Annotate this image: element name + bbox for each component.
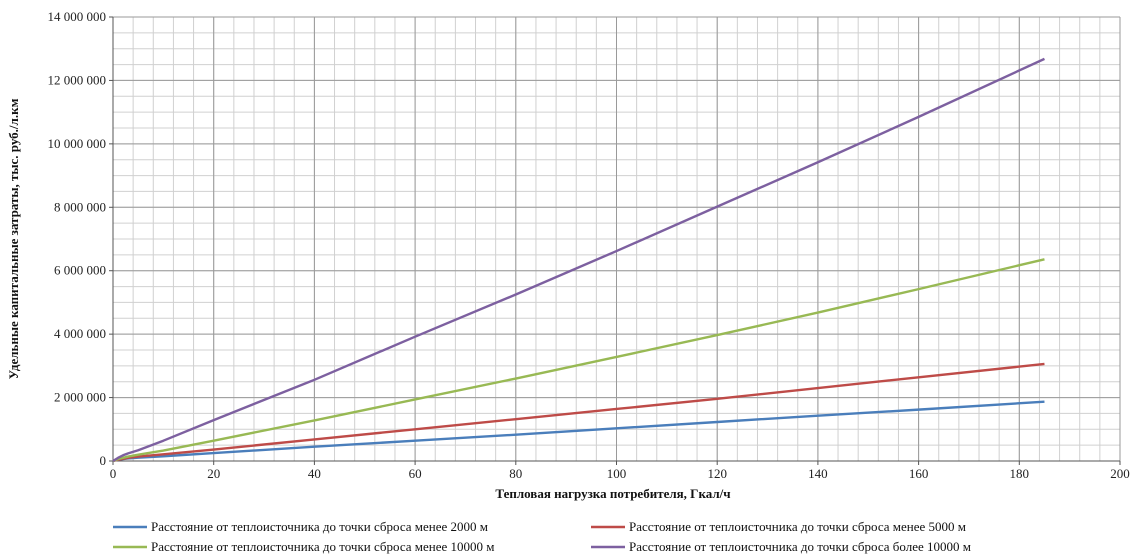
x-tick-label: 140 xyxy=(808,466,828,481)
y-tick-label: 0 xyxy=(100,453,107,468)
y-tick-label: 8 000 000 xyxy=(54,199,106,214)
y-tick-label: 2 000 000 xyxy=(54,390,106,405)
y-axis-title: Удельные капитальные затраты, тыс. руб./… xyxy=(6,98,21,379)
x-axis-ticks: 0 20 40 60 80 100 120 140 160 180 200 xyxy=(110,461,1130,481)
legend-label: Расстояние от теплоисточника до точки сб… xyxy=(629,539,971,554)
series-line-1 xyxy=(112,400,1045,463)
legend-entry-3: Расстояние от теплоисточника до точки сб… xyxy=(113,539,495,554)
series-lines xyxy=(112,57,1045,463)
x-tick-label: 80 xyxy=(509,466,522,481)
y-tick-label: 10 000 000 xyxy=(48,136,107,151)
x-axis-title: Тепловая нагрузка потребителя, Гкал/ч xyxy=(495,486,730,501)
legend-entry-1: Расстояние от теплоисточника до точки сб… xyxy=(113,519,488,534)
x-tick-label: 160 xyxy=(909,466,929,481)
y-tick-label: 6 000 000 xyxy=(54,263,106,278)
x-tick-label: 40 xyxy=(308,466,321,481)
series-line-4 xyxy=(112,57,1045,463)
x-tick-label: 200 xyxy=(1110,466,1130,481)
y-tick-label: 12 000 000 xyxy=(48,72,107,87)
legend-label: Расстояние от теплоисточника до точки сб… xyxy=(629,519,966,534)
x-tick-label: 60 xyxy=(409,466,422,481)
x-tick-label: 0 xyxy=(110,466,117,481)
x-tick-label: 180 xyxy=(1010,466,1030,481)
legend-entry-4: Расстояние от теплоисточника до точки сб… xyxy=(591,539,971,554)
legend-label: Расстояние от теплоисточника до точки сб… xyxy=(151,519,488,534)
series-line-2 xyxy=(112,362,1045,463)
series-line-3 xyxy=(112,258,1045,463)
y-axis-ticks: 0 2 000 000 4 000 000 6 000 000 8 000 000 10 … xyxy=(48,9,113,468)
x-tick-label: 120 xyxy=(707,466,727,481)
y-tick-label: 4 000 000 xyxy=(54,326,106,341)
legend-label: Расстояние от теплоисточника до точки сб… xyxy=(151,539,495,554)
legend: Расстояние от теплоисточника до точки сб… xyxy=(113,519,971,554)
x-tick-label: 20 xyxy=(207,466,220,481)
x-tick-label: 100 xyxy=(607,466,627,481)
legend-entry-2: Расстояние от теплоисточника до точки сб… xyxy=(591,519,966,534)
y-tick-label: 14 000 000 xyxy=(48,9,107,24)
